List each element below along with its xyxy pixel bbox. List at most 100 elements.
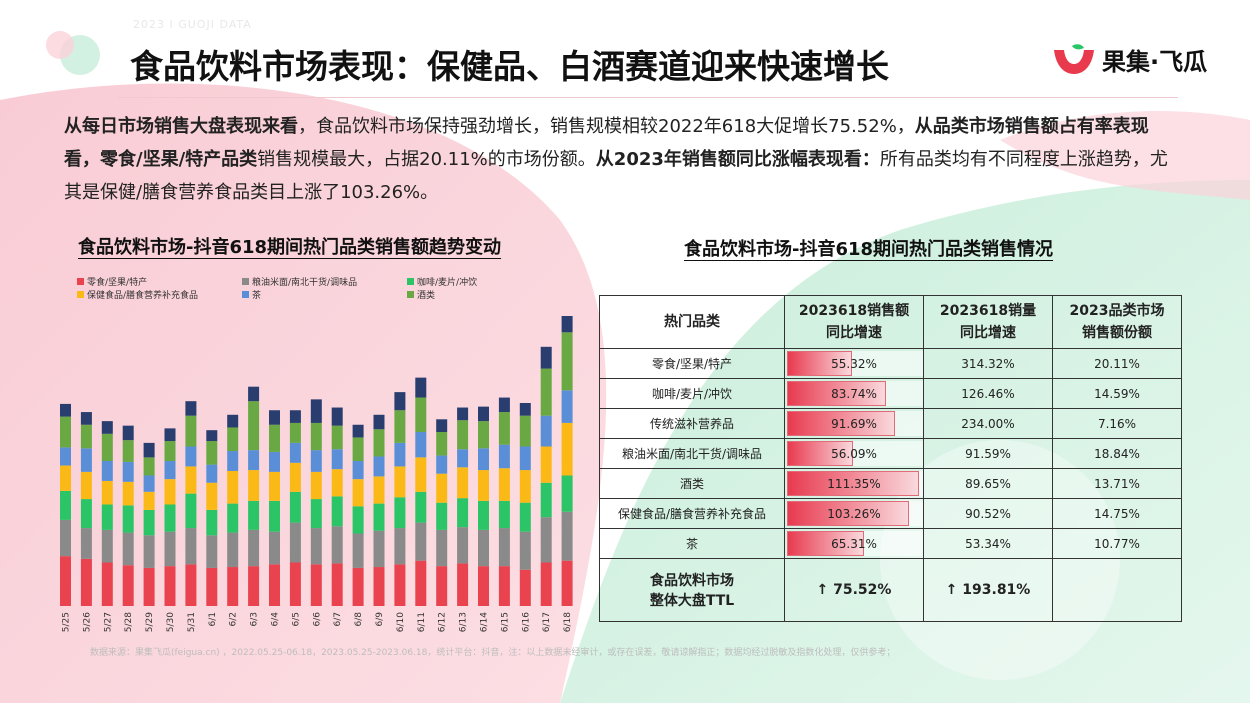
bar-segment xyxy=(60,465,71,491)
bar-segment xyxy=(164,531,176,567)
x-tick-label: 6/1 xyxy=(208,612,218,626)
left-chart-title: 食品饮料市场-抖音618期间热门品类销售额趋势变动 xyxy=(78,237,502,258)
bar-segment xyxy=(269,424,280,452)
bar-segment xyxy=(101,480,113,505)
bar-segment xyxy=(394,466,406,498)
growth-bar-label: 83.74% xyxy=(831,386,877,401)
x-tick-label: 5/27 xyxy=(103,612,113,632)
cell-volume-growth: 53.34% xyxy=(923,528,1053,559)
bar-segment xyxy=(352,567,364,606)
intro-bold-1: 从每日市场销售大盘表现来看 xyxy=(64,116,298,137)
growth-bar-fill xyxy=(787,501,910,526)
bar-segment xyxy=(269,531,280,565)
x-tick-label: 6/2 xyxy=(229,612,239,626)
growth-bar-fill xyxy=(787,471,919,496)
x-tick-label: 6/4 xyxy=(271,612,281,627)
growth-bar-fill xyxy=(787,531,865,556)
brand-watermark: 2023 I GUOJI DATA xyxy=(133,18,252,31)
legend-swatch xyxy=(77,278,84,285)
bar-segment xyxy=(457,449,469,468)
bar-segment xyxy=(227,567,239,606)
bar-segment xyxy=(143,491,155,510)
bar-segment xyxy=(248,386,260,402)
x-tick-label: 6/14 xyxy=(480,612,490,632)
bar-segment xyxy=(519,403,531,416)
legend-label: 粮油米面/南北干货/调味品 xyxy=(252,278,358,288)
bar-segment xyxy=(373,503,385,531)
bar-segment xyxy=(331,407,343,426)
bar-segment xyxy=(373,414,385,430)
bar-segment xyxy=(352,506,364,534)
growth-bar-fill xyxy=(787,441,854,466)
brand-logo-text: 果集·飞瓜 xyxy=(1102,48,1208,76)
growth-bar-fill xyxy=(787,411,896,436)
bar-segment xyxy=(352,479,364,507)
x-tick-label: 6/13 xyxy=(459,612,469,632)
x-tick-label: 5/28 xyxy=(124,612,134,632)
growth-bar-track xyxy=(787,381,923,406)
bar-segment xyxy=(143,442,155,458)
bar-segment xyxy=(269,564,280,606)
cell-sales-growth: 65.31% xyxy=(784,528,924,559)
bar-segment xyxy=(394,564,406,606)
bar-segment xyxy=(436,566,448,606)
bar-segment xyxy=(394,528,406,565)
stacked-bar-chart: 5/25 5/26 5/27 5/28 5/29 5/30 5/31 6/1 6/2 6/3 6/4… xyxy=(60,316,573,632)
bar-segment xyxy=(436,473,448,503)
cell-market-share: 13.71% xyxy=(1052,468,1182,499)
bar-segment xyxy=(227,470,239,504)
x-tick-label: 6/8 xyxy=(354,612,364,627)
growth-bar-track xyxy=(787,471,923,496)
bar-segment xyxy=(561,390,573,423)
bar-segment xyxy=(310,422,322,451)
bar-segment xyxy=(540,562,552,606)
bar-segment xyxy=(60,416,71,448)
category-sales-table: 热门品类 2023618销售额 同比增速 2023618销量 同比增速 2023… xyxy=(599,295,1182,622)
cell-sales-growth: 55.32% xyxy=(784,348,924,379)
x-tick-label: 6/15 xyxy=(500,612,510,632)
cell-volume-growth: 314.32% xyxy=(923,348,1053,379)
bar-segment xyxy=(415,560,427,606)
legend-item: 粮油米面/南北干货/调味品 xyxy=(242,275,357,288)
bar-segment xyxy=(457,498,469,528)
cell-sales-growth: 91.69% xyxy=(784,408,924,439)
bar-segment xyxy=(80,528,92,559)
bar-segment xyxy=(164,441,176,461)
bar-segment xyxy=(122,532,134,566)
legend-item: 茶 xyxy=(242,288,261,301)
bar-segment xyxy=(289,562,301,606)
bar-segment xyxy=(498,444,510,469)
bar-segment xyxy=(269,451,280,472)
cell-market-share: 10.77% xyxy=(1052,528,1182,559)
bar-segment xyxy=(60,447,71,466)
cell-sales-growth: 56.09% xyxy=(784,438,924,469)
bar-segment xyxy=(498,397,510,413)
legend-item: 咖啡/麦片/冲饮 xyxy=(407,275,477,288)
bar-segment xyxy=(373,429,385,457)
bar-segment xyxy=(540,368,552,416)
bar-segment xyxy=(561,511,573,561)
bar-segment xyxy=(80,558,92,606)
bar-segment xyxy=(478,406,489,422)
bar-segment xyxy=(143,509,155,536)
total-category: 食品饮料市场 整体大盘TTL xyxy=(599,558,785,622)
bar-segment xyxy=(101,421,113,434)
bar-segment xyxy=(248,566,260,606)
growth-bar-label: 65.31% xyxy=(831,536,877,551)
growth-bar-label: 103.26% xyxy=(827,506,881,521)
bar-segment xyxy=(436,529,448,567)
cell-category: 咖啡/麦片/冲饮 xyxy=(599,378,785,409)
bar-segment xyxy=(373,476,385,504)
bar-segment xyxy=(289,442,301,463)
cell-volume-growth: 126.46% xyxy=(923,378,1053,409)
cell-market-share: 14.59% xyxy=(1052,378,1182,409)
x-tick-label: 6/9 xyxy=(375,612,385,627)
footnote: 数据来源：果集飞瓜(feigua.cn) ，2022.05.25-06.18，2… xyxy=(90,648,896,658)
cell-volume-growth: 90.52% xyxy=(923,498,1053,529)
bar-segment xyxy=(498,468,510,501)
bar-segment xyxy=(519,415,531,447)
growth-bar-fill xyxy=(787,351,853,376)
bar-segment xyxy=(478,500,489,530)
bar-segment xyxy=(561,422,573,476)
bar-segment xyxy=(561,332,573,391)
